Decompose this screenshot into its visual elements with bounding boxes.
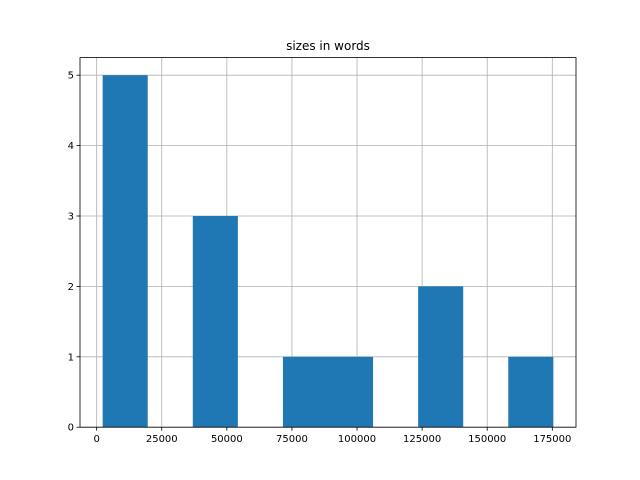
y-tick-label: 5 xyxy=(68,71,74,82)
bar xyxy=(418,286,464,428)
bar xyxy=(102,75,148,428)
y-tick-label: 4 xyxy=(68,141,74,152)
axes-frame xyxy=(79,57,577,428)
bar xyxy=(328,356,374,428)
x-tick-label: 75000 xyxy=(276,434,308,445)
chart-title: sizes in words xyxy=(286,39,370,53)
y-tick-label: 3 xyxy=(68,212,74,223)
x-tick-label: 125000 xyxy=(403,434,441,445)
x-tick-label: 25000 xyxy=(146,434,178,445)
x-tick-label: 0 xyxy=(93,434,99,445)
x-tick-label: 100000 xyxy=(338,434,376,445)
y-tick-label: 2 xyxy=(68,282,74,293)
x-tick-label: 150000 xyxy=(468,434,506,445)
x-tick-label: 175000 xyxy=(533,434,571,445)
bar xyxy=(282,356,328,428)
x-tick-label: 50000 xyxy=(211,434,243,445)
bar xyxy=(192,216,238,428)
y-tick-label: 1 xyxy=(68,352,74,363)
y-tick-label: 0 xyxy=(68,423,74,434)
bar xyxy=(508,356,554,428)
